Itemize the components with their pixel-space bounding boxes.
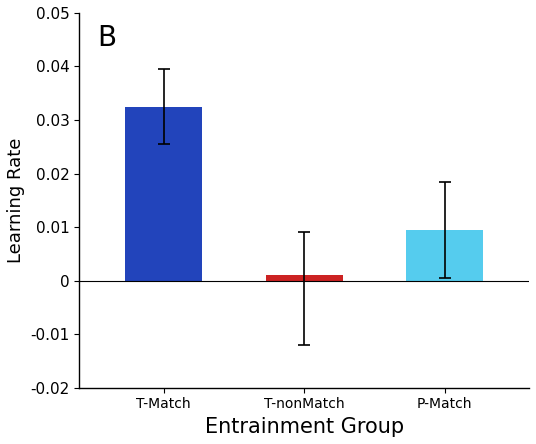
Y-axis label: Learning Rate: Learning Rate: [7, 138, 25, 263]
Bar: [125, 107, 203, 281]
X-axis label: Entrainment Group: Entrainment Group: [205, 417, 404, 437]
Bar: [266, 275, 343, 281]
Text: B: B: [98, 24, 117, 52]
Bar: [406, 230, 483, 281]
